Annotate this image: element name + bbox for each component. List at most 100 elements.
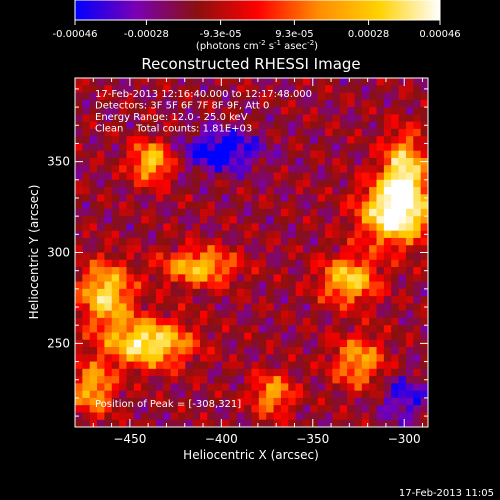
- heatmap-cell: [111, 274, 120, 283]
- heatmap-cell: [361, 274, 370, 283]
- heatmap-cell: [310, 179, 319, 188]
- heatmap-cell: [251, 230, 260, 239]
- heatmap-cell: [325, 252, 333, 261]
- heatmap-cell: [310, 85, 319, 94]
- heatmap-cell: [413, 201, 422, 210]
- heatmap-cell: [97, 150, 106, 159]
- heatmap-cell: [89, 179, 98, 188]
- heatmap-cell: [222, 303, 231, 312]
- heatmap-cell: [155, 361, 164, 370]
- heatmap-cell: [405, 281, 414, 290]
- heatmap-cell: [354, 303, 363, 312]
- heatmap-cell: [258, 179, 267, 188]
- heatmap-cell: [258, 165, 267, 174]
- heatmap-cell: [126, 165, 135, 174]
- heatmap-cell: [288, 179, 297, 188]
- heatmap-cell: [192, 245, 201, 254]
- heatmap-cell: [251, 143, 260, 152]
- heatmap-cell: [163, 267, 172, 275]
- heatmap-cell: [405, 339, 414, 348]
- heatmap-cell: [273, 165, 282, 174]
- heatmap-cell: [229, 150, 238, 159]
- heatmap-cell: [361, 150, 370, 159]
- heatmap-cell: [244, 194, 253, 203]
- heatmap-cell: [97, 208, 106, 217]
- heatmap-cell: [192, 85, 201, 94]
- heatmap-cell: [185, 383, 194, 392]
- heatmap-cell: [185, 405, 194, 414]
- heatmap-cell: [111, 150, 120, 159]
- heatmap-cell: [266, 223, 275, 232]
- heatmap-cell: [391, 216, 400, 225]
- heatmap-cell: [420, 179, 428, 188]
- heatmap-cell: [89, 405, 98, 414]
- heatmap-cell: [391, 194, 400, 203]
- heatmap-cell: [82, 368, 91, 377]
- heatmap-cell: [251, 128, 260, 137]
- heatmap-cell: [398, 303, 407, 312]
- heatmap-cell: [155, 179, 164, 188]
- heatmap-cell: [119, 223, 128, 232]
- heatmap-cell: [266, 172, 275, 181]
- heatmap-cell: [214, 216, 223, 225]
- heatmap-cell: [376, 136, 385, 145]
- heatmap-cell: [339, 339, 348, 348]
- heatmap-cell: [111, 310, 120, 319]
- heatmap-cell: [214, 288, 223, 297]
- heatmap-cell: [244, 157, 253, 166]
- heatmap-cell: [133, 267, 142, 275]
- heatmap-cell: [229, 223, 238, 232]
- heatmap-cell: [163, 165, 172, 174]
- heatmap-cell: [273, 405, 282, 414]
- heatmap-cell: [405, 390, 414, 399]
- heatmap-cell: [192, 376, 201, 384]
- heatmap-cell: [126, 397, 135, 406]
- heatmap-cell: [111, 412, 120, 421]
- heatmap-cell: [251, 310, 260, 319]
- heatmap-cell: [347, 419, 356, 427]
- heatmap-cell: [214, 412, 223, 421]
- heatmap-cell: [192, 397, 201, 406]
- heatmap-cell: [398, 194, 407, 203]
- heatmap-cell: [317, 157, 326, 166]
- heatmap-cell: [200, 128, 208, 137]
- heatmap-cell: [200, 296, 208, 304]
- heatmap-cell: [119, 376, 128, 384]
- heatmap-cell: [141, 121, 150, 130]
- heatmap-cell: [97, 179, 106, 188]
- heatmap-cell: [295, 245, 304, 254]
- heatmap-cell: [155, 332, 164, 341]
- heatmap-cell: [354, 230, 363, 239]
- heatmap-cell: [222, 194, 231, 203]
- heatmap-cell: [133, 194, 142, 203]
- heatmap-cell: [302, 92, 311, 101]
- heatmap-cell: [258, 296, 267, 304]
- heatmap-cell: [200, 267, 208, 275]
- heatmap-cell: [126, 150, 135, 159]
- heatmap-cell: [163, 99, 172, 108]
- heatmap-cell: [332, 201, 341, 210]
- heatmap-cell: [361, 376, 370, 384]
- heatmap-cell: [163, 245, 172, 254]
- heatmap-cell: [288, 194, 297, 203]
- heatmap-cell: [192, 259, 201, 268]
- heatmap-cell: [310, 368, 319, 377]
- heatmap-cell: [273, 128, 282, 137]
- heatmap-cell: [332, 143, 341, 152]
- heatmap-cell: [325, 376, 333, 384]
- heatmap-cell: [369, 245, 378, 254]
- heatmap-cell: [310, 347, 319, 355]
- heatmap-cell: [229, 187, 238, 195]
- heatmap-cell: [214, 194, 223, 203]
- heatmap-cell: [133, 216, 142, 225]
- heatmap-cell: [104, 259, 113, 268]
- heatmap-cell: [111, 267, 120, 275]
- heatmap-cell: [126, 310, 135, 319]
- heatmap-cell: [155, 216, 164, 225]
- heatmap-cell: [155, 397, 164, 406]
- heatmap-cell: [222, 281, 231, 290]
- heatmap-cell: [119, 397, 128, 406]
- heatmap-cell: [266, 325, 275, 334]
- heatmap-cell: [302, 252, 311, 261]
- heatmap-cell: [111, 216, 120, 225]
